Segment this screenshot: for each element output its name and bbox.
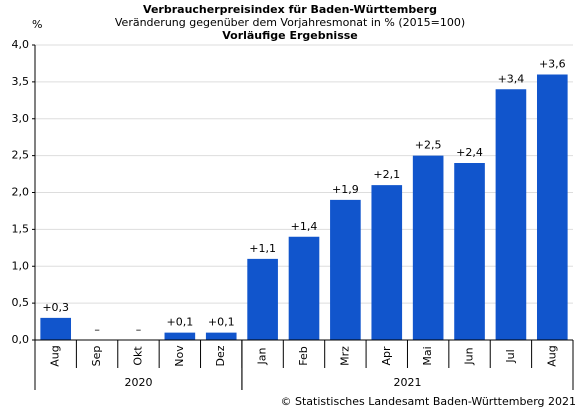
x-tick-label: Mrz [338, 346, 351, 366]
y-tick-label: 0,5 [12, 296, 30, 309]
bar [205, 332, 237, 340]
x-tick-label: Jul [504, 349, 517, 363]
bar [164, 332, 196, 340]
chart-title: Verbraucherpreisindex für Baden-Württemb… [143, 3, 437, 16]
y-tick-label: 2,0 [12, 186, 30, 199]
value-label: +2,4 [456, 146, 483, 159]
value-label: +3,4 [498, 72, 525, 85]
x-tick-label: Jun [463, 347, 476, 365]
y-axis-label: % [32, 18, 42, 31]
y-tick-label: 1,0 [12, 259, 30, 272]
x-tick-label: Feb [297, 346, 310, 365]
x-tick-label: Apr [380, 346, 393, 366]
x-tick-label: Dez [214, 345, 227, 366]
y-tick-label: 3,0 [12, 112, 30, 125]
x-tick-label: Nov [173, 345, 186, 367]
bar [371, 185, 403, 340]
y-tick-label: 1,5 [12, 222, 30, 235]
bar [330, 199, 361, 340]
x-tick-label: Sep [90, 346, 103, 367]
source: © Statistisches Landesamt Baden-Württemb… [280, 395, 576, 408]
value-label: +1,1 [249, 242, 276, 255]
group-label: 2021 [393, 376, 421, 389]
y-tick-label: 4,0 [12, 38, 30, 51]
x-tick-label: Jan [256, 347, 269, 365]
bar [495, 89, 527, 340]
value-label: +0,1 [208, 316, 235, 329]
bar [536, 74, 568, 340]
x-tick-label: Aug [49, 345, 62, 366]
value-label: +2,5 [415, 139, 442, 152]
value-label: +1,9 [332, 183, 359, 196]
value-label: +0,1 [166, 316, 193, 329]
chart-subtitle: Veränderung gegenüber dem Vorjahresmonat… [115, 16, 465, 29]
x-tick-label: Mai [421, 346, 434, 365]
y-tick-label: 3,5 [12, 75, 30, 88]
x-tick-label: Okt [131, 346, 144, 366]
bar [288, 236, 320, 340]
value-label: – [136, 323, 142, 336]
chart-note: Vorläufige Ergebnisse [222, 29, 358, 42]
value-label: +2,1 [373, 168, 400, 181]
group-label: 2020 [124, 376, 152, 389]
bar [454, 163, 485, 340]
bar [412, 155, 444, 340]
bar [247, 258, 278, 340]
value-label: +0,3 [42, 301, 69, 314]
y-tick-label: 0,0 [12, 333, 30, 346]
bar [40, 317, 72, 340]
value-label: – [94, 323, 100, 336]
value-label: +3,6 [539, 58, 566, 71]
x-tick-label: Aug [545, 345, 558, 366]
value-label: +1,4 [291, 220, 318, 233]
y-tick-label: 2,5 [12, 149, 30, 162]
